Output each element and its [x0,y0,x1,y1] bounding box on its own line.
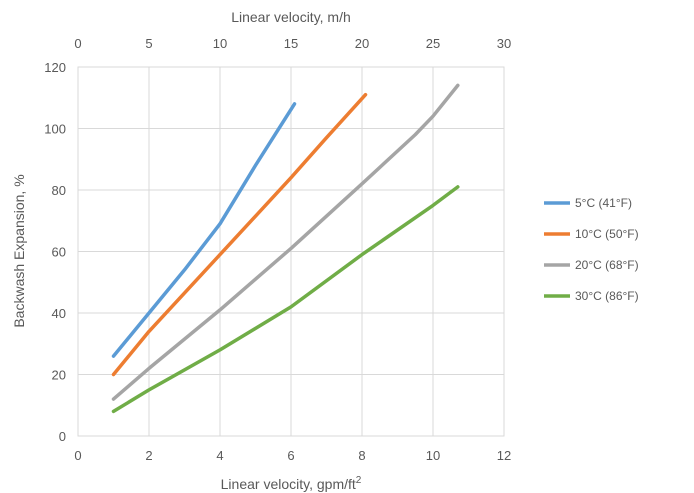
bottom-x-axis-title: Linear velocity, gpm/ft2 [221,475,362,492]
series-line-1 [111,102,297,358]
legend-label: 20°C (68°F) [575,258,639,272]
legend-label: 10°C (50°F) [575,227,639,241]
top-x-tick-label: 25 [426,36,440,51]
y-axis-title: Backwash Expansion, % [11,174,27,327]
bottom-x-axis-title-text: Linear velocity, gpm/ft [221,476,356,492]
grid [77,66,505,437]
series-lines [111,83,460,414]
top-x-tick-label: 15 [284,36,298,51]
y-tick-label: 60 [52,245,66,260]
y-tick-label: 120 [44,60,66,75]
plot-area-border [77,66,505,437]
y-tick-label: 40 [52,306,66,321]
x-tick-label: 6 [287,448,294,463]
legend: 5°C (41°F) 10°C (50°F) 20°C (68°F) 30°C (86… [544,196,639,303]
series-line-2 [111,92,368,377]
y-tick-label: 20 [52,368,66,383]
y-tick-label: 0 [59,429,66,444]
top-x-tick-label: 0 [74,36,81,51]
series-line-4 [111,185,460,414]
x-tick-label: 10 [426,448,440,463]
x-tick-label: 12 [497,448,511,463]
series-line-3 [111,83,460,401]
y-tick-label: 100 [44,122,66,137]
x-tick-label: 2 [145,448,152,463]
top-x-axis-title: Linear velocity, m/h [231,9,351,25]
top-x-tick-label: 5 [145,36,152,51]
legend-label: 30°C (86°F) [575,289,639,303]
x-tick-label: 0 [74,448,81,463]
top-x-tick-label: 30 [497,36,511,51]
top-x-tick-label: 10 [213,36,227,51]
legend-label: 5°C (41°F) [575,196,632,210]
y-tick-label: 80 [52,183,66,198]
x-tick-label: 4 [216,448,223,463]
bottom-x-axis-title-superscript: 2 [356,475,362,486]
top-x-tick-label: 20 [355,36,369,51]
x-tick-label: 8 [358,448,365,463]
